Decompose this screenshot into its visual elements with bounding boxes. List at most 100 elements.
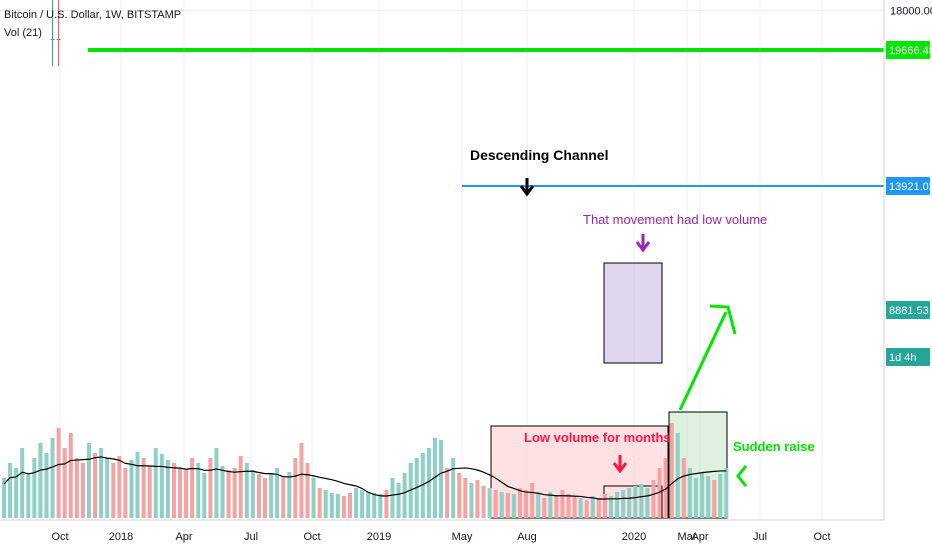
volume-bar <box>38 443 43 518</box>
volume-bar <box>566 494 571 518</box>
time-tick-label: Oct <box>303 531 320 543</box>
volume-bar <box>26 473 31 518</box>
symbol-title: Bitcoin / U.S. Dollar, 1W, BITSTAMP <box>4 9 182 21</box>
volume-bar <box>250 470 255 518</box>
volume-bar <box>499 492 504 518</box>
volume-bar <box>129 460 134 518</box>
volume-bar <box>511 494 516 518</box>
descending-channel-label: Descending Channel <box>470 147 608 163</box>
time-tick-label: Mar <box>678 531 697 543</box>
volume-bar <box>627 488 632 518</box>
volume-bar <box>111 463 116 518</box>
time-tick-label: Oct <box>813 531 830 543</box>
volume-bar <box>123 468 128 518</box>
volume-bar <box>560 490 565 518</box>
volume-bar <box>299 443 304 518</box>
volume-bar <box>311 478 316 518</box>
candlesticks <box>50 0 61 67</box>
volume-bar <box>481 486 486 518</box>
volume-bar <box>153 448 158 518</box>
volume-bar <box>724 468 729 518</box>
candle-body <box>50 38 55 40</box>
time-tick-label: 2018 <box>109 531 133 543</box>
volume-bar <box>86 443 91 518</box>
arrow-head <box>612 462 628 474</box>
movement-down-arrow-icon <box>635 234 651 253</box>
volume-bar <box>147 466 152 518</box>
volume-bar <box>293 458 298 518</box>
price-tag-text: 19666.45 <box>889 45 932 57</box>
volume-bar <box>366 492 371 518</box>
rally-arrow-head <box>709 304 737 335</box>
volume-bar <box>633 486 638 518</box>
countdown-tag[interactable]: 1d 4h <box>886 348 930 366</box>
volume-bar <box>220 466 225 518</box>
last-price-tag[interactable]: 8881.53 <box>886 301 930 319</box>
volume-bar <box>323 490 328 518</box>
volume-moving-average <box>3 456 727 500</box>
volume-bar <box>663 458 668 518</box>
volume-bar <box>14 468 19 518</box>
time-tick-label: Aug <box>517 531 537 543</box>
arrow-head <box>635 241 651 253</box>
price-tag-text: 1d 4h <box>889 352 917 364</box>
volume-bar <box>347 493 352 518</box>
price-tick-label: 18000.00 <box>890 6 932 18</box>
resistance-tag[interactable]: 13921.02 <box>886 177 932 195</box>
volume-bar <box>202 473 207 518</box>
volume-bar <box>317 488 322 518</box>
time-tick-label: May <box>452 531 473 543</box>
volume-bar <box>609 496 613 518</box>
volume-bar <box>196 463 201 518</box>
volume-bar <box>602 494 607 518</box>
volume-bar <box>93 453 98 518</box>
volume-bar <box>706 476 711 518</box>
volume-bar <box>135 452 140 518</box>
volume-bar <box>469 483 474 518</box>
volume-bar <box>335 494 340 518</box>
volume-bar <box>32 458 37 518</box>
volume-indicator-label: Vol (21) <box>4 27 42 39</box>
volume-bar <box>420 453 425 518</box>
price-tag-text: 13921.02 <box>889 181 932 193</box>
volume-bar <box>8 463 13 518</box>
volume-bar <box>44 453 49 518</box>
volume-bar <box>341 496 346 518</box>
low-volume-movement-label: That movement had low volume <box>583 212 767 227</box>
volume-bar <box>530 483 535 518</box>
volume-bar <box>639 484 644 518</box>
volume-bar <box>208 458 213 518</box>
volume-bar <box>590 496 595 518</box>
all-time-high-tag[interactable]: 19666.45 <box>886 41 932 59</box>
volume-bar <box>700 473 705 518</box>
volume-bar <box>621 490 626 518</box>
volume-bar <box>493 490 498 518</box>
price-tag-bg <box>886 301 930 319</box>
volume-bar <box>463 478 468 518</box>
volume-bar <box>669 423 674 518</box>
volume-bar <box>439 440 444 518</box>
time-tick-label: 2019 <box>367 531 391 543</box>
volume-bar <box>596 498 601 518</box>
time-tick-label: Jul <box>244 531 258 543</box>
volume-bar <box>384 490 389 518</box>
volume-bar <box>99 448 104 518</box>
volume-bar <box>693 478 698 518</box>
price-tag-bg <box>886 348 930 366</box>
volume-bar <box>372 493 377 518</box>
volume-bar <box>178 468 183 518</box>
volume-bar <box>548 492 553 518</box>
volume-bars <box>2 423 729 518</box>
volume-bar <box>232 468 237 518</box>
volume-bar <box>244 463 249 518</box>
volume-bar <box>475 480 480 518</box>
volume-bar <box>141 458 146 518</box>
volume-bar <box>62 448 67 518</box>
channel-down-arrow-icon <box>519 178 535 197</box>
volume-bar <box>578 498 583 518</box>
volume-bar <box>572 496 577 518</box>
volume-bar <box>554 496 559 518</box>
